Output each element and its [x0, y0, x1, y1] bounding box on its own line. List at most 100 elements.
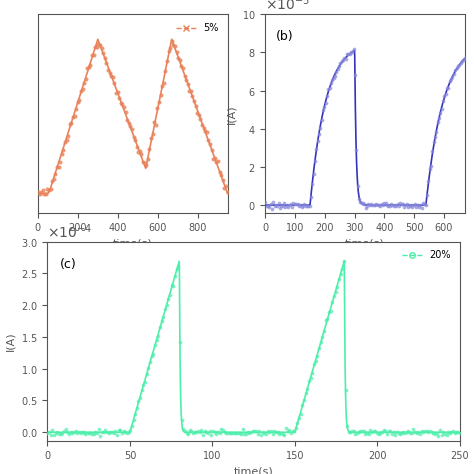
Point [318, 117, 325, 124]
Point [372, 427, 379, 435]
Point [358, 200, 365, 207]
Point [128, 422, 136, 429]
Point [343, 423, 351, 430]
Point [91, 43, 99, 50]
Point [178, 62, 185, 69]
Text: (b): (b) [275, 30, 293, 43]
Point [268, 205, 276, 213]
Point [367, 200, 375, 208]
Point [447, 75, 455, 83]
Point [206, 427, 213, 435]
Point [194, 428, 202, 435]
Point [419, 428, 427, 436]
Point [281, 431, 288, 439]
Point [397, 199, 404, 207]
Point [125, 119, 133, 127]
Point [390, 202, 398, 210]
Point [164, 295, 172, 303]
Point [234, 429, 242, 437]
Point [226, 429, 233, 437]
Point [385, 428, 392, 435]
Point [279, 430, 286, 438]
Point [231, 429, 238, 437]
Point [115, 94, 123, 101]
Point [442, 91, 450, 98]
Point [105, 429, 112, 437]
Point [87, 61, 94, 69]
Point [109, 73, 117, 81]
Point [77, 429, 84, 437]
Point [456, 429, 464, 437]
Point [145, 365, 152, 372]
Point [374, 201, 382, 209]
Point [128, 125, 136, 133]
Point [174, 55, 182, 62]
Point [376, 429, 384, 437]
Point [378, 201, 385, 208]
Point [411, 428, 419, 436]
Point [100, 50, 107, 57]
Point [394, 200, 401, 208]
Point [363, 429, 371, 437]
Point [262, 199, 269, 206]
Point [301, 201, 308, 208]
Point [153, 337, 161, 344]
Point [265, 203, 273, 210]
Point [326, 84, 333, 91]
Point [208, 432, 215, 439]
Point [75, 96, 83, 104]
Point [322, 99, 329, 106]
Point [184, 81, 191, 88]
Point [356, 428, 364, 435]
Point [46, 186, 53, 193]
Point [166, 44, 174, 52]
Point [182, 429, 190, 437]
Point [236, 429, 243, 437]
Point [114, 88, 121, 96]
Point [189, 429, 197, 437]
Point [90, 430, 98, 438]
Point [366, 201, 374, 209]
Point [320, 327, 328, 334]
Point [67, 428, 74, 435]
Point [282, 424, 290, 431]
Point [292, 424, 300, 432]
Point [136, 147, 144, 155]
Point [286, 201, 293, 209]
Point [180, 426, 187, 433]
Point [127, 122, 134, 130]
Point [146, 145, 153, 153]
Point [417, 201, 424, 209]
Point [208, 146, 215, 154]
Point [414, 201, 421, 208]
Point [369, 201, 376, 209]
Point [287, 201, 295, 208]
Point [64, 132, 72, 140]
Point [363, 202, 371, 210]
Point [70, 428, 78, 436]
Point [95, 425, 102, 433]
Point [123, 429, 131, 437]
Point [323, 92, 331, 100]
Text: (c): (c) [60, 258, 76, 271]
Point [72, 427, 79, 435]
Point [224, 429, 232, 437]
Point [420, 201, 428, 208]
Point [403, 200, 411, 208]
Point [332, 288, 339, 295]
Point [229, 430, 237, 438]
Point [161, 306, 169, 313]
Point [93, 43, 100, 51]
Point [246, 429, 253, 437]
Point [304, 202, 312, 210]
Point [430, 139, 438, 146]
Point [193, 109, 201, 117]
Point [83, 64, 91, 71]
Point [309, 369, 316, 377]
Point [435, 432, 442, 439]
Point [323, 315, 331, 322]
Point [310, 170, 317, 177]
Point [403, 428, 410, 436]
Point [47, 185, 55, 192]
Point [264, 428, 272, 435]
